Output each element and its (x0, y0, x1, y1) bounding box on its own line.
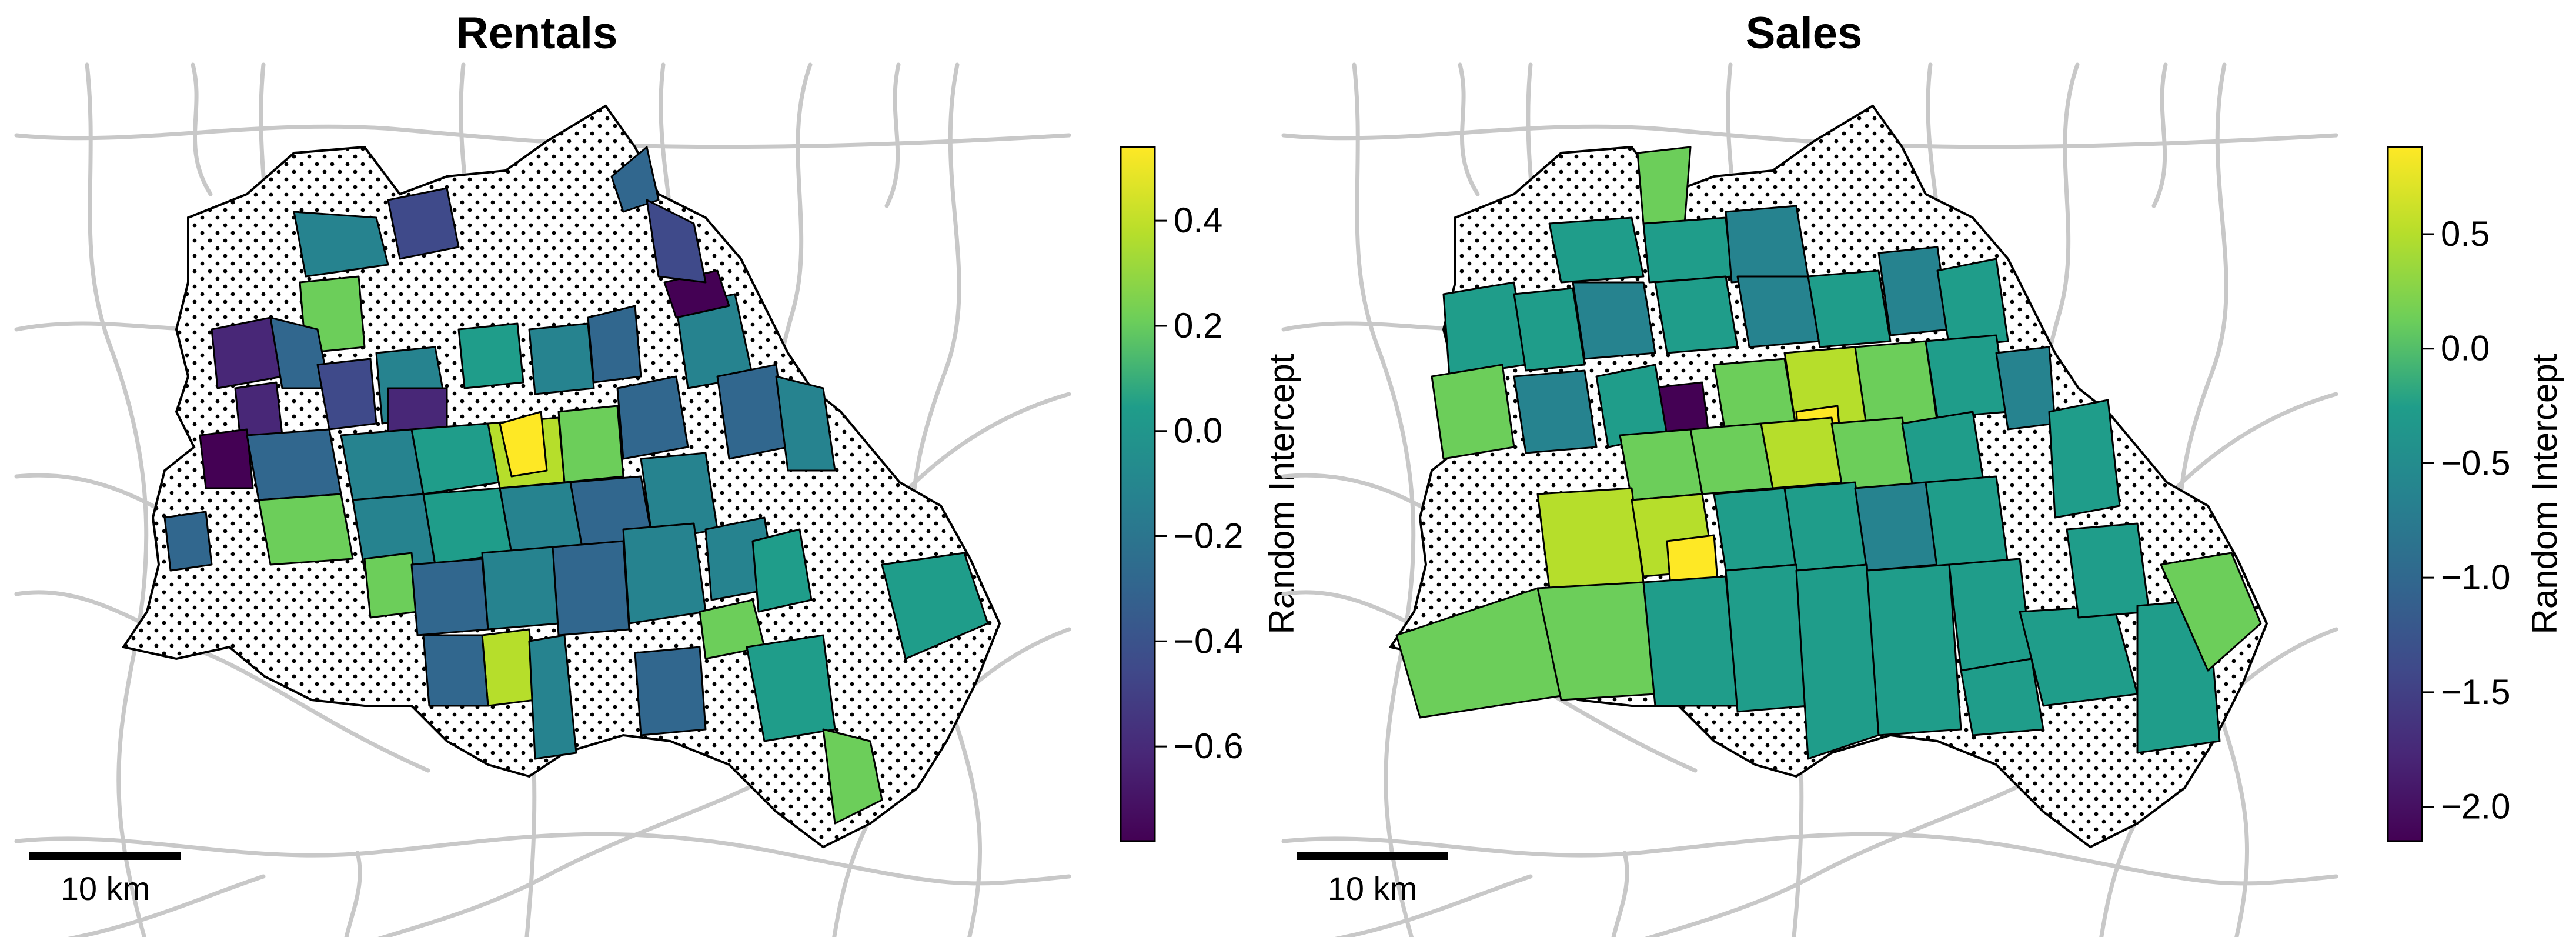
sales-colorbar-label: Random Intercept (2525, 354, 2564, 634)
rentals-colorbar-tick-label: 0.2 (1174, 306, 1222, 345)
sales-title: Sales (1746, 8, 1863, 58)
sales-colorbar-tick-label: −1.5 (2441, 672, 2510, 712)
rentals-scale-label: 10 km (61, 870, 151, 907)
sales-colorbar-tick-label: 0.5 (2441, 214, 2490, 254)
sales-colorbar-tick-label: −0.5 (2441, 443, 2510, 482)
rentals-colorbar-gradient (1120, 146, 1156, 842)
sales-colorbar-ticks: 0.5 0.0 −0.5 −1.0 −1.5 −2.0 (2422, 214, 2510, 826)
sales-scale-bar: 10 km (1297, 852, 1448, 907)
rentals-colorbar-label: Random Intercept (1262, 354, 1301, 634)
rentals-colorbar-tick-label: 0.0 (1174, 411, 1222, 451)
sales-districts (1389, 105, 2268, 848)
rentals-colorbar-tick-label: 0.4 (1174, 201, 1222, 240)
rentals-title: Rentals (456, 8, 618, 58)
sales-colorbar: 0.5 0.0 −0.5 −1.0 −1.5 −2.0 Random Intercept (2387, 146, 2564, 842)
rentals-colorbar-tick-label: −0.4 (1174, 621, 1243, 661)
rentals-colorbar-ticks: 0.4 0.2 0.0 −0.2 −0.4 −0.6 (1155, 201, 1243, 766)
rentals-map: 10 km (16, 65, 1069, 937)
sales-colorbar-tick-label: −2.0 (2441, 787, 2510, 826)
rentals-colorbar-tick-label: −0.6 (1174, 726, 1243, 766)
sales-colorbar-tick-label: 0.0 (2441, 329, 2490, 368)
sales-scale-label: 10 km (1328, 870, 1418, 907)
rentals-districts (122, 105, 1001, 848)
sales-colorbar-gradient (2387, 146, 2423, 842)
sales-panel: Sales (1284, 8, 2564, 937)
rentals-scale-bar: 10 km (29, 852, 181, 907)
rentals-panel: Rentals (16, 8, 1301, 937)
sales-map: 10 km (1284, 65, 2336, 937)
rentals-colorbar-tick-label: −0.2 (1174, 516, 1243, 556)
sales-colorbar-tick-label: −1.0 (2441, 558, 2510, 597)
rentals-colorbar: 0.4 0.2 0.0 −0.2 −0.4 −0.6 Random Intercept (1120, 146, 1301, 842)
